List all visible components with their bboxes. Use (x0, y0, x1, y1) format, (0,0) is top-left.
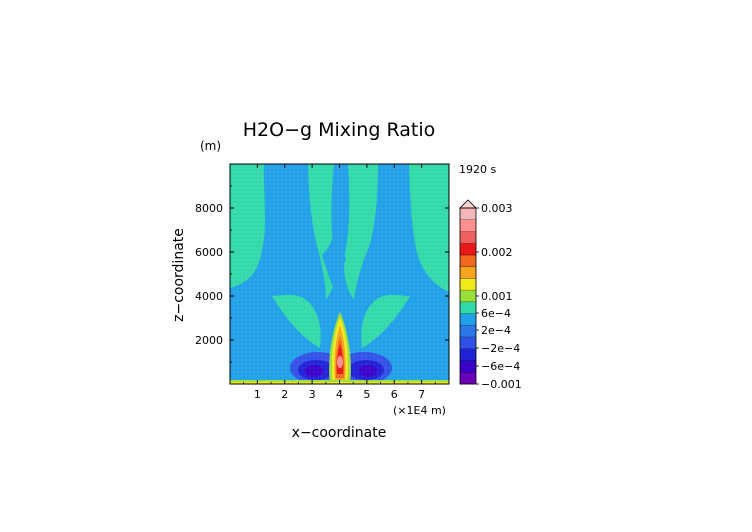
y-tick-label: 8000 (195, 202, 223, 215)
colorbar-segment (460, 360, 476, 373)
colorbar-label: −0.001 (481, 378, 522, 391)
x-axis-label: x−coordinate (292, 425, 387, 441)
grid-texture (230, 164, 449, 384)
y-tick-label: 4000 (195, 290, 223, 303)
colorbar-segment (460, 219, 476, 232)
negative-lobe-right-core (359, 365, 377, 377)
colorbar-segment (460, 266, 476, 279)
chart-title: H2O−g Mixing Ratio (243, 119, 435, 141)
field-region-green-left (272, 294, 321, 348)
colorbar-segment (460, 290, 476, 303)
x-tick-label: 3 (309, 388, 316, 401)
field-region-green-right (361, 294, 410, 348)
y-axis: 2000 4000 6000 8000 (195, 185, 449, 363)
colorbar-label: −6e−4 (481, 360, 520, 373)
colorbar-label: 0.002 (481, 246, 513, 259)
field-region-inner-blue (322, 230, 346, 290)
negative-lobe-left-core (305, 365, 323, 377)
x-tick-label: 1 (254, 388, 261, 401)
x-tick-label: 7 (418, 388, 425, 401)
colorbar-segment (460, 301, 476, 314)
x-tick-label: 5 (363, 388, 370, 401)
x-tick-label: 4 (336, 388, 343, 401)
y-unit-label: (m) (200, 139, 221, 153)
x-axis: 1 2 3 4 5 6 7 (243, 164, 436, 401)
heatmap-field (230, 164, 449, 384)
y-tick-label: 2000 (195, 334, 223, 347)
x-scale-label: (×1E4 m) (393, 404, 446, 417)
colorbar-segment (460, 348, 476, 361)
x-tick-label: 2 (281, 388, 288, 401)
colorbar-over-arrow (459, 199, 477, 209)
colorbar-segment (460, 208, 476, 221)
colorbar-label: 0.003 (481, 202, 513, 215)
colorbar: 0.003 0.002 0.001 6e−4 2e−4 −2e−4 −6e−4 −0.001 (459, 199, 522, 391)
colorbar-segment (460, 254, 476, 268)
colorbar-label: 6e−4 (481, 307, 511, 320)
colorbar-segment (460, 231, 476, 244)
plume-core (337, 356, 343, 368)
colorbar-segment (460, 325, 476, 338)
colorbar-label: −2e−4 (481, 342, 520, 355)
colorbar-segment (460, 243, 476, 256)
x-tick-label: 6 (391, 388, 398, 401)
colorbar-segment (460, 337, 476, 350)
y-tick-label: 6000 (195, 246, 223, 259)
time-label: 1920 s (459, 163, 496, 176)
colorbar-segment (460, 313, 476, 326)
colorbar-segment (460, 278, 476, 291)
colorbar-label: 2e−4 (481, 324, 511, 337)
colorbar-label: 0.001 (481, 290, 513, 303)
y-axis-label: z−coordinate (171, 228, 187, 322)
colorbar-segment (460, 372, 476, 385)
